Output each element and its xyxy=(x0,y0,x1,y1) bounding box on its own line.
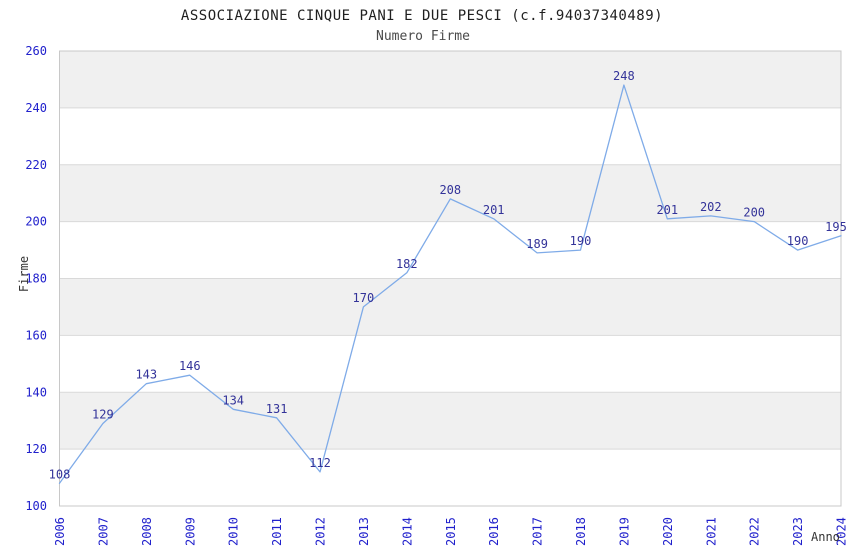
plot-border xyxy=(59,50,842,507)
data-point-label: 134 xyxy=(222,393,244,407)
y-axis-tick-labels: 100 120 140 160 180 200 220 240 260 xyxy=(25,44,47,513)
data-point-label: 201 xyxy=(656,203,678,217)
grid-lines-layer xyxy=(59,107,841,450)
data-point-label: 190 xyxy=(570,234,592,248)
data-point-label: 182 xyxy=(396,257,418,271)
x-tick-label: 2020 xyxy=(661,517,675,546)
data-point-label: 190 xyxy=(787,234,809,248)
data-point-label: 202 xyxy=(700,200,722,214)
x-tick-label: 2006 xyxy=(53,517,67,546)
x-tick-label: 2024 xyxy=(835,517,849,546)
y-tick-label: 240 xyxy=(25,101,47,115)
grid-band xyxy=(59,164,841,222)
y-tick-label: 200 xyxy=(25,215,47,229)
x-tick-label: 2011 xyxy=(270,517,284,546)
data-point-label: 112 xyxy=(309,456,331,470)
x-axis-tick-labels: 2006 2007 2008 2009 2010 2011 2012 2013 2014 2015… xyxy=(53,517,849,546)
data-point-label: 170 xyxy=(353,291,375,305)
y-tick-label: 120 xyxy=(25,442,47,456)
x-tick-label: 2018 xyxy=(574,517,588,546)
data-point-label: 189 xyxy=(526,237,548,251)
x-tick-label: 2007 xyxy=(96,517,110,546)
y-tick-label: 140 xyxy=(25,385,47,399)
data-point-label: 131 xyxy=(266,402,288,416)
x-tick-label: 2013 xyxy=(357,517,371,546)
grid-band xyxy=(59,51,841,108)
point-labels-layer: 108 129 143 146 134 131 112 170 182 208 201 189 190 2… xyxy=(49,69,847,481)
data-point-label: 146 xyxy=(179,359,201,373)
grid-bands-layer xyxy=(59,51,841,450)
x-tick-label: 2019 xyxy=(617,517,631,546)
x-tick-label: 2015 xyxy=(444,517,458,546)
y-tick-label: 160 xyxy=(25,328,47,342)
grid-band xyxy=(59,278,841,336)
x-axis-title: Anno xyxy=(811,530,840,544)
y-axis-title: Firme xyxy=(17,256,31,292)
x-tick-label: 2009 xyxy=(183,517,197,546)
data-point-label: 143 xyxy=(135,368,157,382)
x-tick-label: 2017 xyxy=(531,517,545,546)
y-tick-label: 100 xyxy=(25,499,47,513)
x-tick-label: 2022 xyxy=(748,517,762,546)
x-tick-label: 2016 xyxy=(487,517,501,546)
chart-title: ASSOCIAZIONE CINQUE PANI E DUE PESCI (c.… xyxy=(181,8,663,24)
y-tick-label: 260 xyxy=(25,44,47,58)
grid-band xyxy=(59,392,841,450)
data-point-label: 129 xyxy=(92,408,114,422)
y-tick-label: 220 xyxy=(25,158,47,172)
data-point-label: 208 xyxy=(439,183,461,197)
x-tick-label: 2008 xyxy=(140,517,154,546)
data-point-label: 248 xyxy=(613,69,635,83)
x-tick-label: 2014 xyxy=(400,517,414,546)
data-point-label: 108 xyxy=(49,467,71,481)
x-tick-label: 2023 xyxy=(791,517,805,546)
data-point-label: 200 xyxy=(743,206,765,220)
y-tick-label: 180 xyxy=(25,272,47,286)
data-point-label: 201 xyxy=(483,203,505,217)
x-tick-label: 2010 xyxy=(227,517,241,546)
series-line xyxy=(58,84,842,484)
data-point-label: 195 xyxy=(825,220,847,234)
x-tick-label: 2012 xyxy=(314,517,328,546)
x-tick-label: 2021 xyxy=(704,517,718,546)
chart-subtitle: Numero Firme xyxy=(376,29,470,44)
